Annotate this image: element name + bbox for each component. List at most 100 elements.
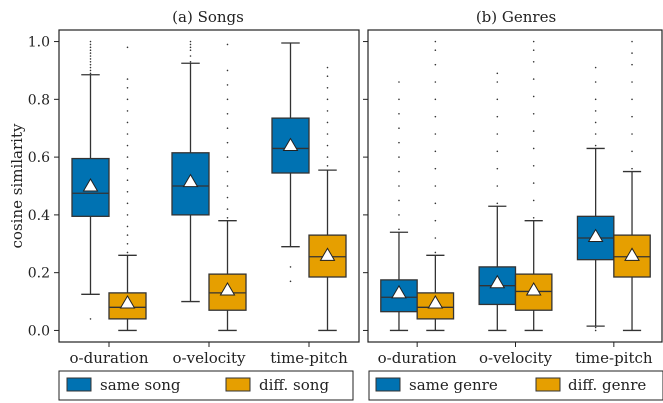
legend-b-label-same: same genre (409, 376, 498, 394)
panel-b-plot: o-duration o-velocity time-pitch (363, 29, 663, 367)
panel-b-same-1-flier-3 (496, 150, 499, 153)
panel-b-diff-1-flier-4 (532, 147, 535, 150)
y-tick-label-0: 0.0 (28, 323, 50, 339)
panel-a-diff-1-flier-8 (226, 112, 229, 115)
panel-a-diff-1-flier-10 (226, 84, 229, 86)
panel-a-same-0-flier-0 (89, 318, 92, 320)
legend-b-swatch-diff (535, 377, 561, 392)
panel-a-diff-2-flier-3 (326, 133, 329, 135)
y-axis-label: cosine similarity (8, 123, 26, 248)
y-tick-label-5: 1.0 (28, 35, 50, 51)
legend-a-label-diff: diff. song (259, 376, 329, 394)
panel-a-diff-1-flier-11 (226, 69, 229, 72)
panel-a-diff-1-flier-0 (226, 216, 229, 219)
panel-b-same-1-flier-2 (496, 167, 499, 170)
legend-a-label-same: same song (100, 376, 181, 394)
panel-a-diff-0-mean-marker (119, 295, 136, 309)
x-tick-label-b-1: o-velocity (479, 349, 553, 367)
panel-a-diff-0-flier-12 (126, 121, 129, 124)
panel-b-diff-0-flier-13 (434, 40, 437, 43)
panel-b-diff-0-flier-12 (434, 49, 437, 52)
panel-a-same-0-mean-marker (82, 178, 99, 192)
panel-b-diff-0-flier-10 (434, 81, 437, 83)
panel-b-diff-2-mean-marker (624, 247, 640, 261)
panel-b-diff-0-flier-8 (434, 115, 437, 118)
panel-a-same-0-flier-12 (89, 40, 92, 43)
panel-a-same-1-flier-5 (189, 40, 192, 43)
panel-a-diff-1-flier-3 (226, 185, 229, 187)
panel-b-same-0-flier-1 (398, 214, 400, 216)
panel-b-diff-1-flier-11 (532, 40, 535, 43)
panel-b-diff-1-mean-marker (525, 282, 542, 296)
panel-b-same-2-flier-8 (594, 66, 597, 69)
panel-a-diff-0-flier-4 (126, 214, 129, 216)
panel-b-diff-0-flier-2 (434, 219, 437, 222)
panel-b-diff-2-flier-3 (631, 115, 633, 118)
x-tick-label-a-2: time-pitch (270, 349, 348, 367)
panel-b-same-0-flier-7 (398, 127, 400, 130)
panel-a-diff-0-flier-5 (126, 202, 129, 205)
legend-b-label-diff: diff. genre (568, 376, 646, 394)
panel-b-same-1-mean-marker (489, 274, 506, 289)
panel-a-frame (58, 29, 360, 343)
panel-a-same-0-flier-6 (89, 58, 92, 60)
y-tick-label-3: 0.6 (28, 150, 50, 166)
panel-b-diff-2-flier-1 (631, 150, 633, 153)
panel-a-same-1-mean-marker (182, 173, 199, 188)
panel-b-diff-1-flier-5 (532, 130, 535, 132)
panel-a-diff-0-flier-13 (126, 110, 129, 112)
panel-b-diff-2-flier-4 (631, 98, 633, 101)
panel-b-same-2-flier-2 (594, 144, 597, 147)
panel-a-diff-0-flier-8 (126, 167, 129, 170)
panel-b-same-2-flier-4 (594, 121, 597, 124)
panel-b-same-0-flier-0 (398, 228, 400, 231)
panel-a-diff-0-flier-9 (126, 156, 129, 158)
panel-a-diff-2-mean-marker (319, 247, 336, 261)
panel-b-diff-1-flier-2 (532, 182, 535, 184)
panel-b-same-2-mean-marker (587, 228, 604, 243)
panel-a-diff-2-flier-2 (326, 144, 329, 147)
panel-a-diff-0-flier-0 (126, 251, 129, 254)
panel-b-diff-1-flier-6 (532, 112, 535, 115)
panel-a-diff-2-flier-1 (326, 156, 329, 158)
panel-b-diff-0-flier-3 (434, 202, 437, 205)
panel-b-same-1-flier-8 (496, 72, 499, 75)
panel-b-diff-1-flier-3 (532, 164, 535, 167)
panel-a-diff-2-flier-6 (326, 98, 329, 101)
panel-b-same-2-flier-3 (594, 133, 597, 135)
panel-b-diff-1-flier-1 (532, 199, 535, 202)
legend-a-frame (58, 370, 354, 401)
panel-b-same-2-flier-5 (594, 110, 597, 112)
panel-a-same-0-flier-3 (89, 66, 92, 69)
panel-a-same-1-flier-4 (189, 43, 192, 46)
legend-a-swatch-same (66, 377, 92, 392)
panel-a-same-0-flier-5 (89, 60, 92, 63)
legend-b: same genre diff. genre (368, 370, 663, 401)
panel-b-frame (367, 29, 663, 343)
panel-a-diff-0-flier-17 (126, 46, 129, 49)
panel-b-diff-2-flier-5 (631, 81, 633, 83)
panel-b-same-0-flier-4 (398, 170, 400, 173)
panel-b-same-2-flier-0 (594, 329, 597, 332)
panel-a-same-0-flier-4 (89, 63, 92, 66)
legend-b-swatch-same (375, 377, 401, 392)
panel-b-same-2-flier-1 (594, 326, 597, 329)
legend-b-frame (368, 370, 663, 401)
panel-a-same-0-flier-9 (89, 49, 92, 52)
panel-a-same-0-flier-7 (89, 55, 92, 57)
panel-a-diff-1-flier-4 (226, 170, 229, 173)
panel-b-title: (b) Genres (476, 8, 556, 26)
panel-a-same-0-flier-2 (89, 69, 92, 72)
panel-a-diff-0-flier-3 (126, 225, 129, 228)
x-tick-label-a-0: o-duration (70, 349, 149, 367)
panel-a-diff-2-flier-0 (326, 164, 329, 167)
panel-b-same-1-flier-4 (496, 133, 499, 135)
panel-b-diff-0-mean-marker (427, 295, 444, 309)
panel-b-diff-0-flier-9 (434, 98, 437, 101)
panel-a-same-1-flier-3 (189, 46, 192, 49)
panel-a-diff-2-flier-7 (326, 86, 329, 89)
panel-a-diff-1-flier-12 (226, 43, 229, 46)
panel-a-diff-1-mean-marker (219, 282, 236, 296)
x-tick-label-a-1: o-velocity (173, 349, 247, 367)
